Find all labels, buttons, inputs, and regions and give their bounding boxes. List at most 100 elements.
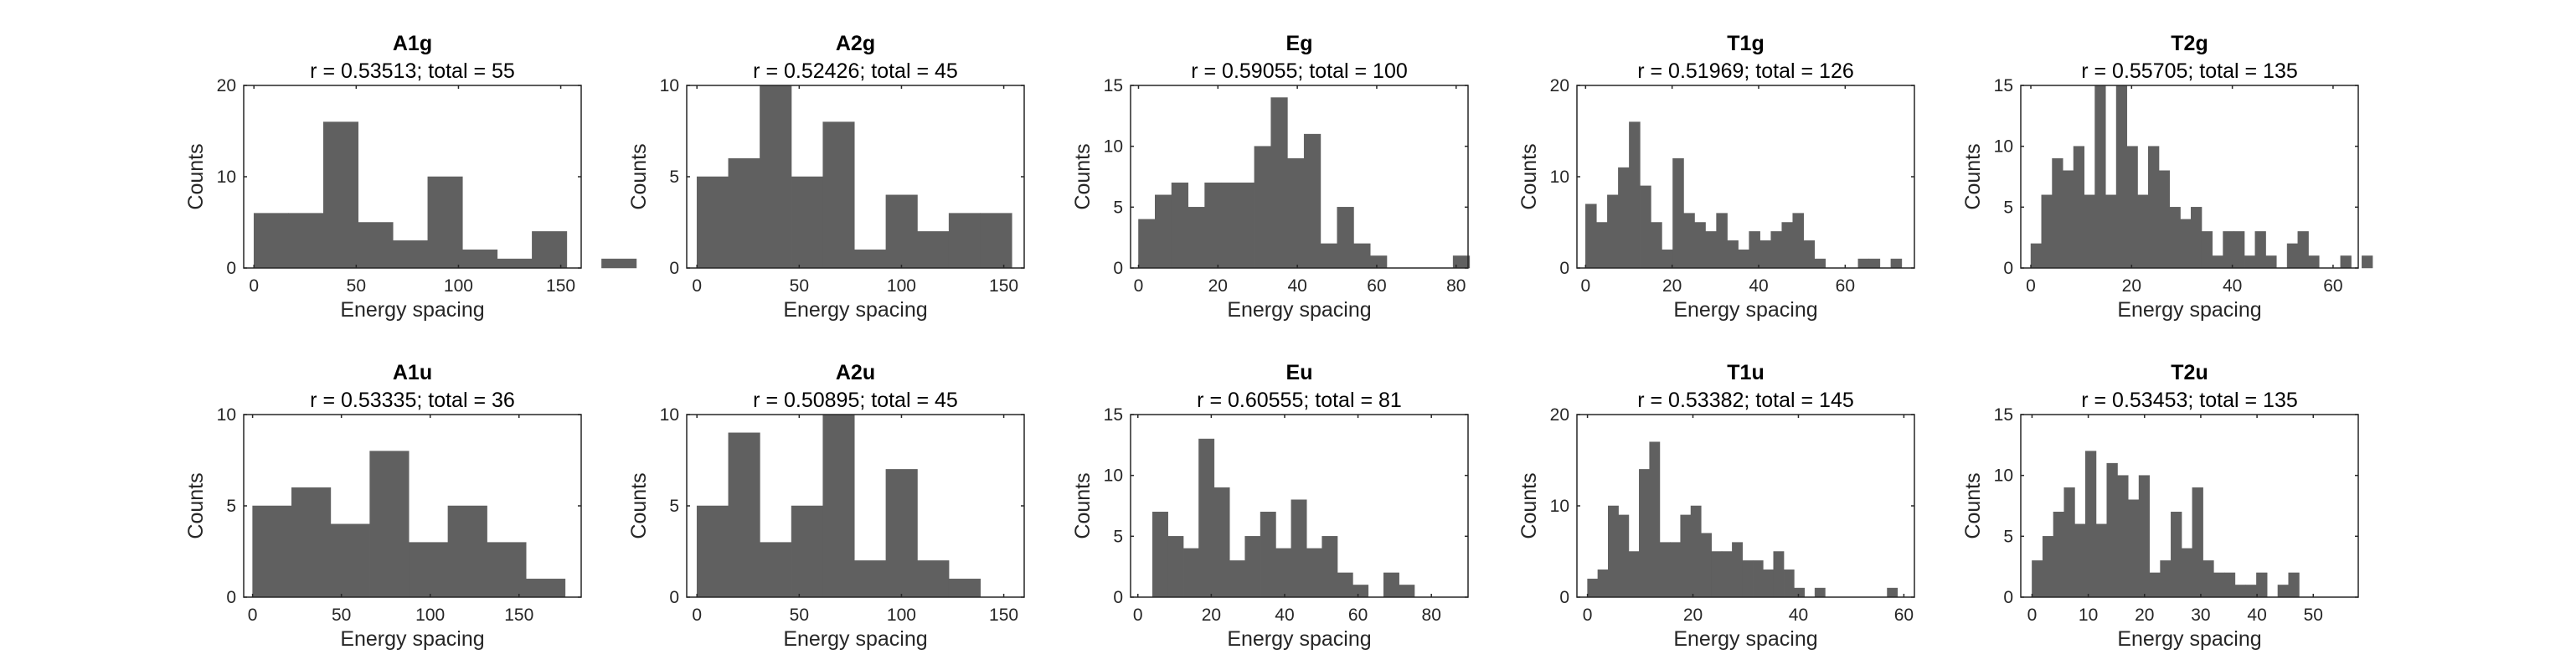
y-tick-label: 10 [660,405,679,425]
histogram-bar [1320,243,1337,269]
panel-title: Eu [1286,361,1313,384]
histogram-bar [854,560,887,598]
histogram-bar [1662,249,1673,269]
histogram-bar [1694,222,1706,269]
x-tick-label: 40 [1749,276,1768,296]
histogram-bar [358,222,394,269]
y-tick-label: 0 [226,588,236,607]
histogram-bar [1618,167,1630,269]
histogram-bar [2074,523,2086,598]
histogram-bar [601,258,637,269]
x-tick-label: 30 [2191,606,2210,625]
histogram-bar [2160,560,2172,598]
histogram-bar [696,505,729,598]
histogram-bar [1399,585,1415,598]
y-tick-label: 10 [1550,168,1569,187]
x-axis-label: Energy spacing [340,627,484,651]
histogram-bar [760,542,792,598]
y-tick-label: 0 [669,588,679,607]
histogram-bar [1275,548,1292,598]
histogram-bar [525,578,566,598]
histogram-bar [1303,133,1321,269]
histogram-bar [1773,551,1785,598]
x-tick-label: 50 [2304,606,2323,625]
histogram-bar [1167,536,1184,598]
y-axis-label: Counts [184,472,208,539]
x-tick-label: 50 [790,606,809,625]
x-tick-label: 100 [415,606,445,625]
histogram-bar [1770,231,1782,269]
y-axis-label: Counts [184,143,208,209]
histogram-bar [1260,512,1276,598]
histogram-bar [1221,183,1239,269]
x-tick-label: 0 [1583,606,1593,625]
histogram-bar [791,505,823,598]
y-tick-label: 0 [1113,588,1123,607]
histogram-bar [1890,258,1903,269]
panel-a2g: 0 50 100 150 0 5 10 A2g r = 0.52426; total = 45 E… [627,32,1025,322]
panel-title: T2u [2171,361,2208,384]
panel-title: T1g [1727,32,1764,55]
panel-eg: 0 20 40 60 80 0 5 10 15 Eg r = 0.59055; total = 10… [1071,32,1471,322]
histogram-bar [1680,514,1692,598]
histogram-bar [1306,548,1322,598]
histogram-bar [1204,183,1222,269]
y-axis-label: Counts [1071,472,1095,539]
histogram-bar [1337,572,1353,598]
panel-title: A1u [393,361,432,384]
histogram-bar [1670,542,1681,598]
y-tick-label: 15 [1104,76,1123,95]
panel-title: T2g [2171,32,2208,55]
y-tick-label: 10 [1994,466,2013,486]
x-tick-label: 40 [1789,606,1808,625]
histogram-bar [1781,222,1793,269]
histogram-bar [2245,585,2257,598]
histogram-bar [323,121,359,269]
x-tick-label: 20 [1683,606,1703,625]
histogram-bar [2138,475,2151,598]
histogram-bar [1659,542,1671,598]
x-tick-label: 40 [2223,276,2242,296]
y-axis-label: Counts [627,143,651,209]
histogram-bar [2340,255,2352,269]
histogram-bar [2202,560,2214,598]
histogram-bar [2063,487,2075,598]
histogram-bar [1732,542,1743,598]
x-tick-label: 50 [332,606,351,625]
histogram-bar [2084,194,2095,269]
x-axis-label: Energy spacing [1227,627,1371,651]
y-axis-label: Counts [1071,143,1095,209]
y-tick-label: 0 [2003,588,2013,607]
histogram-bar [822,121,855,269]
histogram-bar [2094,85,2106,269]
histogram-bar [2041,194,2053,269]
histogram-bar [2180,219,2192,269]
histogram-bar [1814,587,1826,598]
y-tick-label: 0 [1559,588,1569,607]
histogram-bar [1213,487,1230,598]
histogram-bar [1649,441,1661,598]
histogram-bar [2095,523,2108,598]
histogram-bar [1721,551,1733,598]
x-tick-label: 0 [692,606,702,625]
y-tick-label: 5 [2003,198,2013,217]
histogram-bar [1814,258,1826,269]
histogram-bar [2115,85,2128,269]
histogram-bar [288,213,324,269]
histogram-bar [2192,487,2203,598]
x-tick-label: 20 [1208,276,1228,296]
x-tick-label: 150 [546,276,575,296]
histogram-bar [1628,551,1640,598]
y-axis-label: Counts [1961,472,1985,539]
histogram-bar [1639,469,1650,598]
x-axis-label: Energy spacing [783,627,927,651]
histogram-bar [2244,255,2256,269]
y-tick-label: 5 [1113,527,1123,546]
x-tick-label: 150 [989,606,1018,625]
histogram-bar [253,213,289,269]
histogram-bar [2053,512,2064,598]
y-tick-label: 0 [226,259,236,278]
histogram-bar [1270,97,1288,269]
x-tick-label: 150 [989,276,1018,296]
axes-frame [1130,414,1469,598]
